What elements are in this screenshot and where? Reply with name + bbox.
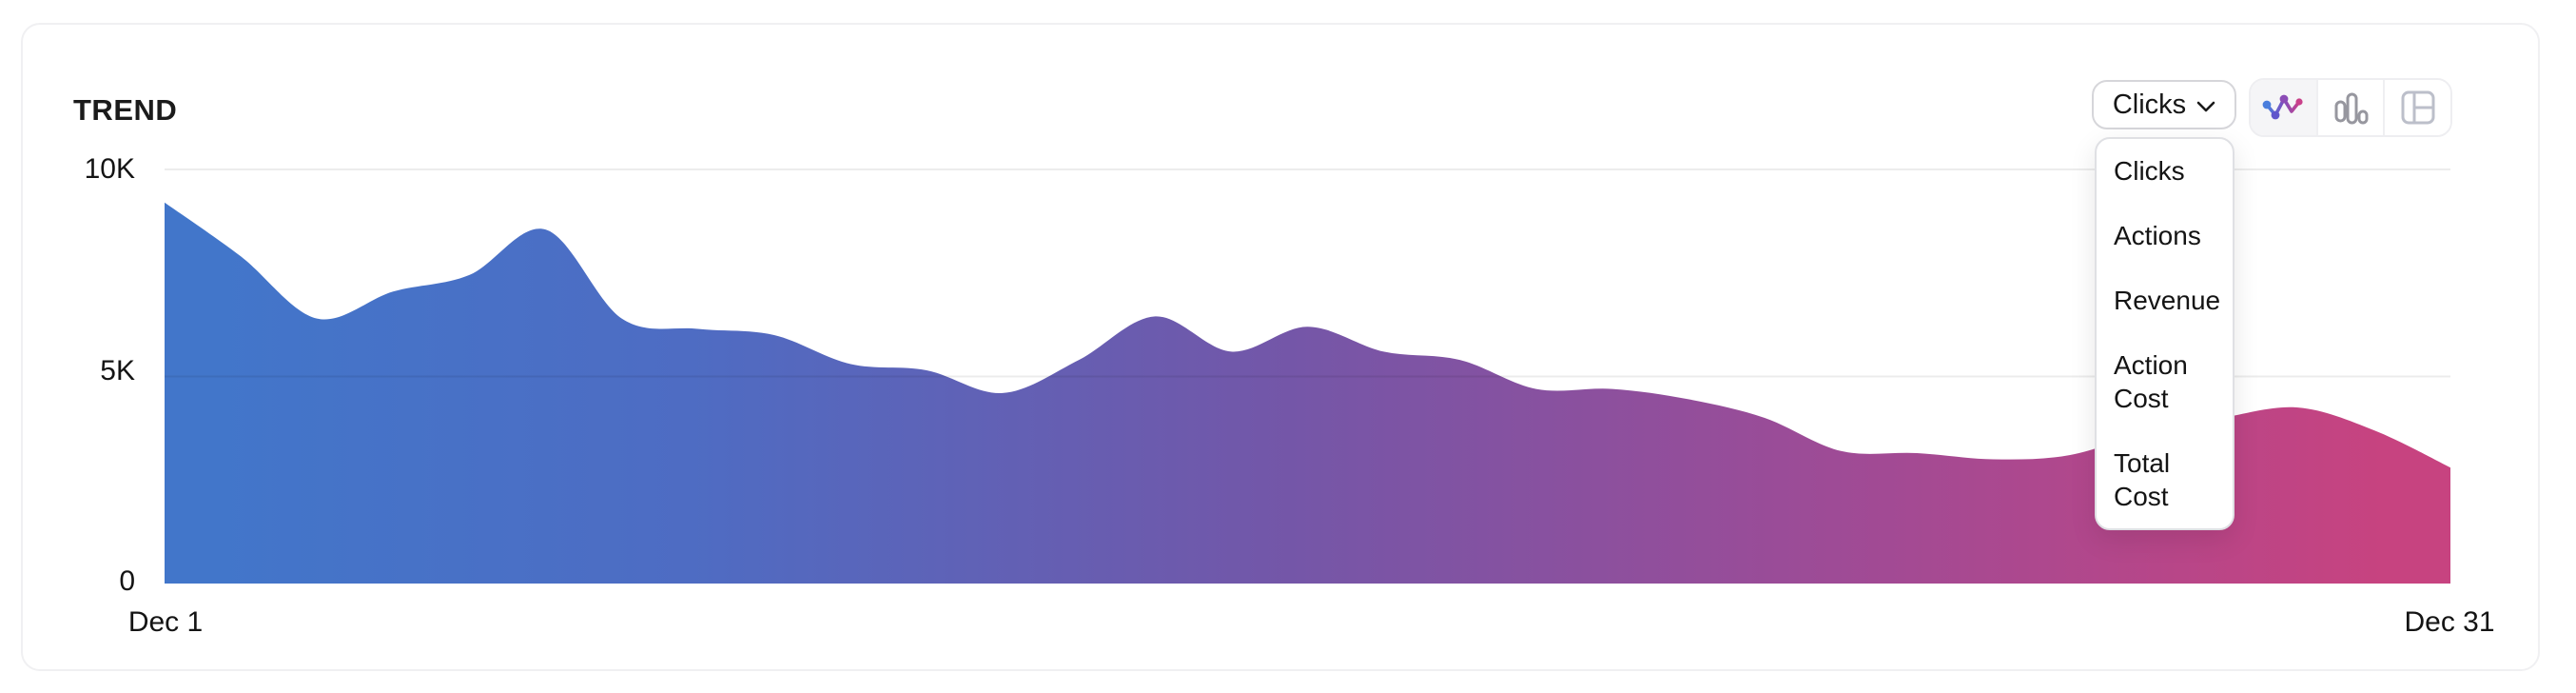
chart-view-toggle	[2249, 78, 2452, 137]
card-title: TREND	[73, 93, 178, 127]
chevron-down-icon	[2196, 101, 2215, 111]
metric-dropdown-menu: Clicks Actions Revenue Action Cost Total…	[2095, 137, 2234, 530]
line-chart-icon	[2262, 94, 2303, 120]
menu-item-revenue[interactable]: Revenue	[2114, 286, 2221, 315]
bar-chart-icon	[2334, 92, 2369, 125]
table-view-icon	[2401, 90, 2435, 125]
table-view-button[interactable]	[2383, 80, 2450, 135]
menu-item-actions[interactable]: Actions	[2114, 221, 2201, 250]
trend-card: TREND 10K 5K 0 Dec 1 Dec 31 Clicks	[21, 23, 2540, 671]
menu-item-total-cost[interactable]: Total Cost	[2114, 448, 2171, 511]
x-axis-tick-dec1: Dec 1	[127, 606, 204, 638]
menu-item-clicks[interactable]: Clicks	[2114, 156, 2185, 186]
y-axis-tick-0: 0	[119, 565, 135, 597]
x-axis-tick-dec31: Dec 31	[2404, 606, 2495, 638]
line-chart-view-button[interactable]	[2251, 80, 2316, 135]
bar-chart-view-button[interactable]	[2315, 80, 2384, 135]
menu-item-action-cost[interactable]: Action Cost	[2114, 350, 2188, 413]
trend-area-chart[interactable]	[23, 25, 2576, 693]
metric-dropdown-label: Clicks	[2112, 89, 2187, 120]
metric-dropdown-button[interactable]: Clicks	[2092, 80, 2236, 129]
y-axis-tick-10k: 10K	[84, 153, 135, 185]
y-axis-tick-5k: 5K	[100, 355, 135, 386]
